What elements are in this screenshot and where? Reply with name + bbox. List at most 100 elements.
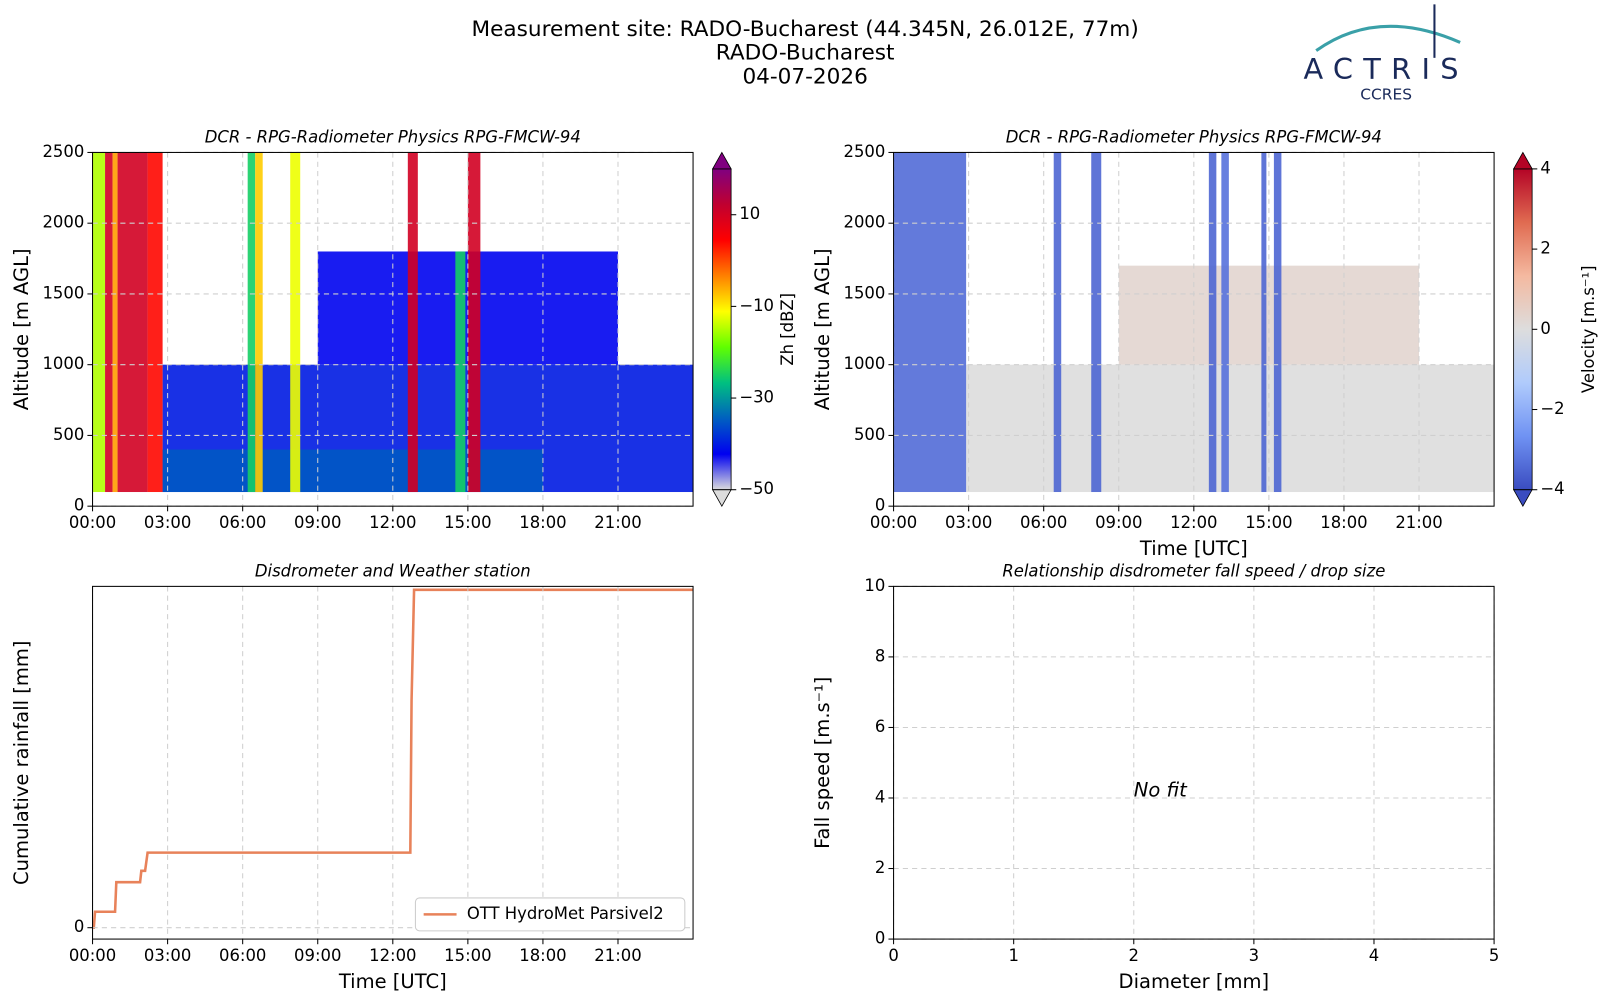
- heatmap-cell: [407, 152, 418, 493]
- heatmap-cell: [893, 152, 967, 493]
- x-tick-label: 06:00: [1020, 513, 1067, 532]
- x-tick-label: 0: [888, 946, 898, 965]
- heatmap-cell: [467, 152, 481, 493]
- figure-subtitle: RADO-Bucharest: [716, 41, 895, 66]
- x-axis-label: Time [UTC]: [1139, 537, 1248, 560]
- logo-arc: [1315, 24, 1461, 52]
- panel: DCR - RPG-Radiometer Physics RPG-FMCW-94…: [811, 128, 1598, 560]
- y-tick-label: 2500: [844, 142, 886, 161]
- panel-title: DCR - RPG-Radiometer Physics RPG-FMCW-94: [205, 128, 581, 147]
- y-axis-label: Fall speed [m.s⁻¹]: [811, 677, 834, 849]
- x-tick-label: 12:00: [1170, 513, 1217, 532]
- figure-date: 04-07-2026: [742, 64, 867, 89]
- heatmap-cell: [1221, 152, 1229, 493]
- colorbar-tick-label: −4: [1540, 479, 1564, 498]
- y-tick-label: 500: [854, 425, 885, 444]
- x-tick-label: 12:00: [369, 946, 416, 965]
- y-axis-label: Altitude [m AGL]: [10, 248, 33, 410]
- x-tick-label: 18:00: [519, 946, 566, 965]
- y-tick-label: 2000: [42, 213, 84, 232]
- heatmap-cell: [455, 251, 466, 493]
- logo: ACTRIS CCRES: [1303, 4, 1468, 103]
- colorbar-extend: [711, 489, 732, 508]
- x-tick-label: 15:00: [1245, 513, 1292, 532]
- plot-area: [92, 152, 694, 493]
- x-tick-label: 21:00: [1395, 513, 1442, 532]
- y-tick-label: 2: [875, 858, 885, 877]
- plot-area: [92, 588, 694, 929]
- y-axis-label: Altitude [m AGL]: [811, 248, 834, 410]
- heatmap-cell: [1261, 152, 1267, 493]
- plot-area: [893, 152, 1495, 493]
- heatmap-cell: [1091, 152, 1102, 493]
- y-tick-label: 1500: [42, 283, 84, 302]
- colorbar-frame: [712, 168, 732, 491]
- y-tick-label: 8: [875, 646, 885, 665]
- panel-title: Disdrometer and Weather station: [255, 561, 531, 580]
- y-tick-label: 4: [875, 787, 885, 806]
- x-tick-label: 5: [1489, 946, 1499, 965]
- y-tick-label: 2000: [844, 213, 886, 232]
- figure-title: Measurement site: RADO-Bucharest (44.345…: [472, 17, 1139, 42]
- heatmap-cell: [112, 152, 118, 493]
- y-tick-label: 6: [875, 717, 885, 736]
- x-tick-label: 09:00: [294, 946, 341, 965]
- colorbar-extend: [1512, 151, 1533, 170]
- x-tick-label: 09:00: [1095, 513, 1142, 532]
- colorbar-tick-label: 0: [1540, 319, 1550, 338]
- x-tick-label: 03:00: [144, 513, 191, 532]
- x-tick-label: 3: [1249, 946, 1259, 965]
- y-tick-label: 1500: [844, 283, 886, 302]
- x-axis-label: Time [UTC]: [338, 970, 447, 993]
- heatmap-cell: [290, 152, 301, 493]
- y-tick-label: 0: [74, 496, 84, 515]
- x-tick-label: 21:00: [594, 513, 641, 532]
- x-tick-label: 15:00: [444, 946, 491, 965]
- y-tick-label: 0: [875, 929, 885, 948]
- panel-title: DCR - RPG-Radiometer Physics RPG-FMCW-94: [1006, 128, 1382, 147]
- colorbar-extend: [711, 151, 732, 170]
- x-tick-label: 03:00: [945, 513, 992, 532]
- y-tick-label: 2500: [42, 142, 84, 161]
- heatmap-cell: [105, 152, 113, 493]
- colorbar-label: Velocity [m.s⁻¹]: [1579, 266, 1598, 394]
- colorbar-tick-label: −50: [739, 479, 774, 498]
- y-tick-label: 10: [864, 576, 885, 595]
- y-axis-label: Cumulative rainfall [mm]: [10, 640, 33, 885]
- heatmap-cell: [1208, 152, 1217, 493]
- x-tick-label: 09:00: [294, 513, 341, 532]
- y-tick-label: 0: [74, 917, 84, 936]
- heatmap-cell: [247, 152, 256, 493]
- y-tick-label: 1000: [844, 354, 886, 373]
- y-tick-label: 500: [53, 425, 84, 444]
- colorbar-tick-label: −10: [739, 296, 774, 315]
- x-tick-label: 00:00: [69, 513, 116, 532]
- line-series: [92, 588, 694, 929]
- plot-frame: [893, 585, 1495, 940]
- colorbar-label: Zh [dBZ]: [778, 293, 797, 366]
- legend: OTT HydroMet Parsivel2: [414, 897, 686, 932]
- colorbar: [1513, 168, 1533, 490]
- logo-sub: CCRES: [1360, 85, 1412, 103]
- x-tick-label: 06:00: [219, 946, 266, 965]
- heatmap-cell: [117, 152, 148, 493]
- logo-name: ACTRIS: [1303, 52, 1468, 86]
- x-tick-label: 03:00: [144, 946, 191, 965]
- colorbar-tick-label: −2: [1540, 399, 1564, 418]
- x-tick-label: 1: [1008, 946, 1018, 965]
- colorbar-tick-label: 2: [1540, 239, 1550, 258]
- panel: Relationship disdrometer fall speed / dr…: [811, 561, 1499, 992]
- x-tick-label: 15:00: [444, 513, 491, 532]
- heatmap-cell: [92, 152, 106, 493]
- x-tick-label: 2: [1129, 946, 1139, 965]
- colorbar-tick-label: 10: [739, 204, 760, 223]
- x-tick-label: 4: [1369, 946, 1379, 965]
- x-tick-label: 18:00: [1320, 513, 1367, 532]
- x-tick-label: 00:00: [69, 946, 116, 965]
- heatmap-cell: [147, 152, 163, 493]
- heatmap-cell: [255, 152, 263, 493]
- colorbar-extend: [1512, 489, 1533, 508]
- panel: DCR - RPG-Radiometer Physics RPG-FMCW-94…: [10, 128, 797, 533]
